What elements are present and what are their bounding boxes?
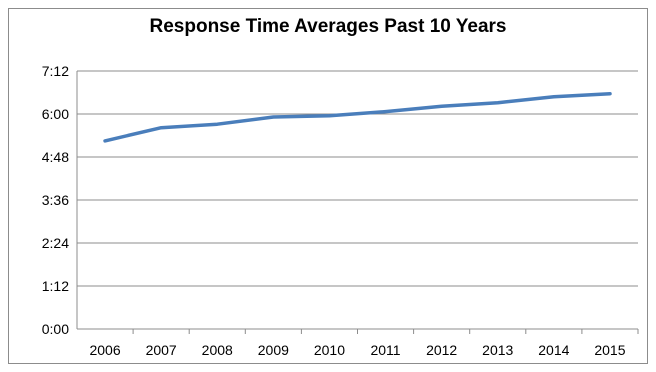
x-tick-label: 2008	[202, 342, 233, 358]
y-tick-label: 7:12	[42, 63, 69, 79]
axes	[76, 71, 639, 334]
series-line	[103, 91, 612, 143]
x-tick-label: 2012	[426, 342, 457, 358]
gridlines	[77, 70, 638, 287]
chart-title: Response Time Averages Past 10 Years	[149, 16, 507, 37]
y-tick-label: 3:36	[42, 192, 69, 208]
x-tick-label: 2011	[370, 342, 400, 358]
x-tick-label: 2006	[89, 342, 120, 358]
y-tick-label: 6:00	[42, 106, 69, 122]
x-tick-label: 2009	[258, 342, 289, 358]
chart-frame	[8, 8, 648, 364]
x-tick-label: 2013	[482, 342, 513, 358]
y-tick-label: 2:24	[42, 235, 69, 251]
y-tick-label: 1:12	[42, 278, 69, 294]
y-tick-label: 4:48	[42, 149, 69, 165]
y-tick-labels: 0:00 1:12 2:24 3:36 4:48 6:00 7:12	[42, 63, 69, 337]
series-group	[103, 91, 612, 143]
y-tick-label: 0:00	[42, 321, 69, 337]
x-tick-labels: 2006 2007 2008 2009 2010 2011 2012 2013 2014 2015	[89, 342, 625, 358]
x-tick-label: 2014	[538, 342, 569, 358]
x-tick-label: 2007	[146, 342, 177, 358]
x-tick-label: 2010	[314, 342, 345, 358]
x-tick-label: 2015	[594, 342, 625, 358]
